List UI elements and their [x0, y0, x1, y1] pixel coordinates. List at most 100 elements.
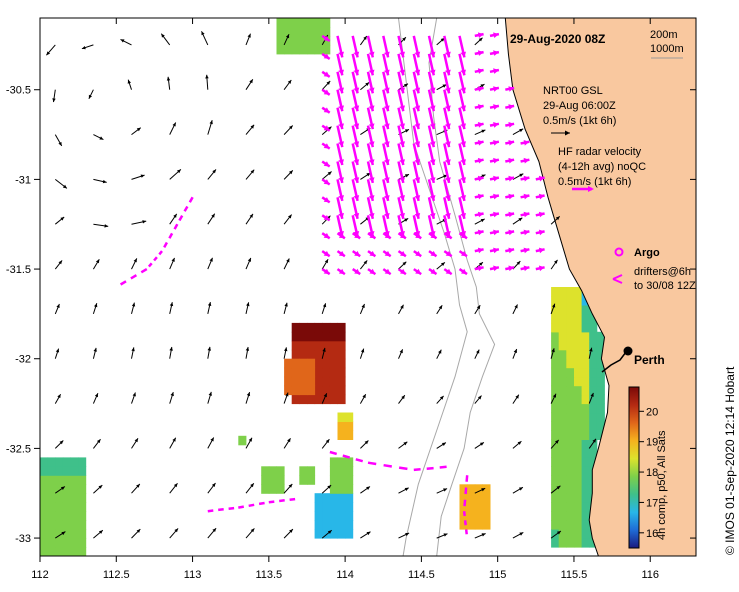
sst-cell — [581, 385, 590, 396]
sst-cell — [329, 493, 338, 503]
sst-cell — [299, 35, 308, 46]
radar-arrowhead — [493, 247, 499, 254]
sst-cell — [78, 529, 87, 539]
radar-arrowhead — [353, 213, 360, 219]
radar-arrowhead — [414, 177, 421, 183]
sst-cell — [558, 466, 567, 476]
model-arrowhead — [404, 487, 409, 491]
radar-arrowhead — [493, 122, 499, 128]
sst-cell — [566, 520, 575, 530]
sst-cell — [574, 511, 583, 521]
sst-cell — [322, 376, 331, 387]
model-arrowhead — [59, 440, 64, 445]
sst-cell — [299, 27, 308, 37]
sst-cell — [345, 493, 354, 503]
drifter-segment — [140, 268, 148, 274]
sst-cell — [322, 502, 331, 512]
sst-cell — [581, 403, 590, 414]
model-arrowhead — [517, 441, 522, 445]
radar-arrowhead — [477, 32, 484, 38]
model-arrowhead — [324, 259, 329, 264]
radar-arrowhead — [460, 51, 466, 58]
radar-arrowhead — [430, 232, 437, 239]
colorbar-caption: 4h comp, p50, All Sats — [656, 430, 668, 540]
radar-arrowhead — [538, 247, 545, 254]
model-arrowhead — [478, 37, 483, 42]
radar-arrowhead — [460, 177, 466, 183]
sst-cell — [307, 35, 316, 46]
sst-cell — [329, 520, 338, 530]
sst-cell — [78, 502, 87, 512]
model-arrowhead — [131, 347, 135, 352]
radar-arrowhead — [414, 123, 421, 130]
sst-cell — [581, 421, 590, 431]
radar-arrowhead — [400, 250, 406, 257]
sst-cell — [589, 457, 598, 467]
model-arrowhead — [289, 125, 293, 130]
model-arrowhead — [211, 483, 216, 487]
sst-cell — [314, 493, 323, 503]
radar-arrowhead — [368, 177, 375, 183]
sst-cell — [322, 367, 331, 378]
model-arrowhead — [250, 528, 255, 533]
sst-cell — [70, 493, 79, 503]
radar-arrowhead — [399, 213, 405, 219]
radar-arrowhead — [369, 268, 376, 275]
sst-cell — [345, 430, 354, 440]
sst-cell — [551, 313, 560, 324]
radar-arrowhead — [493, 50, 499, 56]
model-arrowhead — [134, 438, 138, 443]
sst-cell — [558, 331, 567, 342]
radar-arrowhead — [338, 105, 344, 112]
sst-cell — [558, 538, 567, 548]
sst-cell — [307, 394, 316, 405]
radar-arrowhead — [323, 232, 330, 239]
sst-cell — [574, 403, 583, 414]
model-arrowhead — [405, 129, 409, 133]
sst-cell — [47, 520, 56, 530]
radar-arrowhead — [445, 177, 451, 183]
radar-arrowhead — [445, 51, 451, 58]
sst-cell — [299, 322, 308, 333]
depth-label-1000: 1000m — [650, 43, 684, 55]
sst-cell — [314, 520, 323, 530]
x-tick-label: 112.5 — [103, 569, 130, 581]
radar-label-1: HF radar velocity — [558, 146, 642, 158]
sst-cell — [329, 367, 338, 378]
model-arrowhead — [519, 128, 524, 133]
sst-cell — [566, 313, 575, 324]
sst-cell — [299, 385, 308, 396]
model-arrowhead — [362, 394, 366, 399]
drifter-label-1: drifters@6h — [634, 266, 691, 278]
model-arrowhead — [403, 441, 408, 446]
radar-arrowhead — [508, 247, 515, 254]
drifter-segment — [268, 500, 275, 504]
sst-cell — [551, 331, 560, 342]
sst-cell — [558, 520, 567, 530]
model-arrowhead — [363, 260, 368, 265]
sst-cell — [574, 304, 583, 315]
sst-cell — [581, 430, 590, 440]
sst-cell — [345, 421, 354, 431]
sst-cell — [40, 547, 49, 557]
radar-arrowhead — [354, 250, 361, 257]
sst-cell — [314, 35, 323, 46]
radar-arrowhead — [445, 159, 451, 165]
model-arrowhead — [481, 533, 486, 537]
sst-cell — [581, 349, 590, 360]
sst-cell — [558, 475, 567, 485]
x-tick-label: 114 — [336, 569, 354, 581]
sst-cell — [589, 322, 598, 333]
sst-cell — [337, 340, 346, 351]
model-arrowhead — [171, 257, 175, 262]
model-arrowhead — [361, 304, 365, 308]
radar-arrowhead — [338, 177, 344, 183]
drifter-segment — [188, 196, 194, 203]
sst-cell — [566, 394, 575, 405]
model-arrowhead — [363, 36, 367, 40]
sst-cell — [47, 511, 56, 521]
sst-cell — [566, 322, 575, 333]
radar-arrowhead — [338, 232, 345, 239]
sst-cell — [78, 457, 87, 467]
sst-cell — [314, 27, 323, 37]
